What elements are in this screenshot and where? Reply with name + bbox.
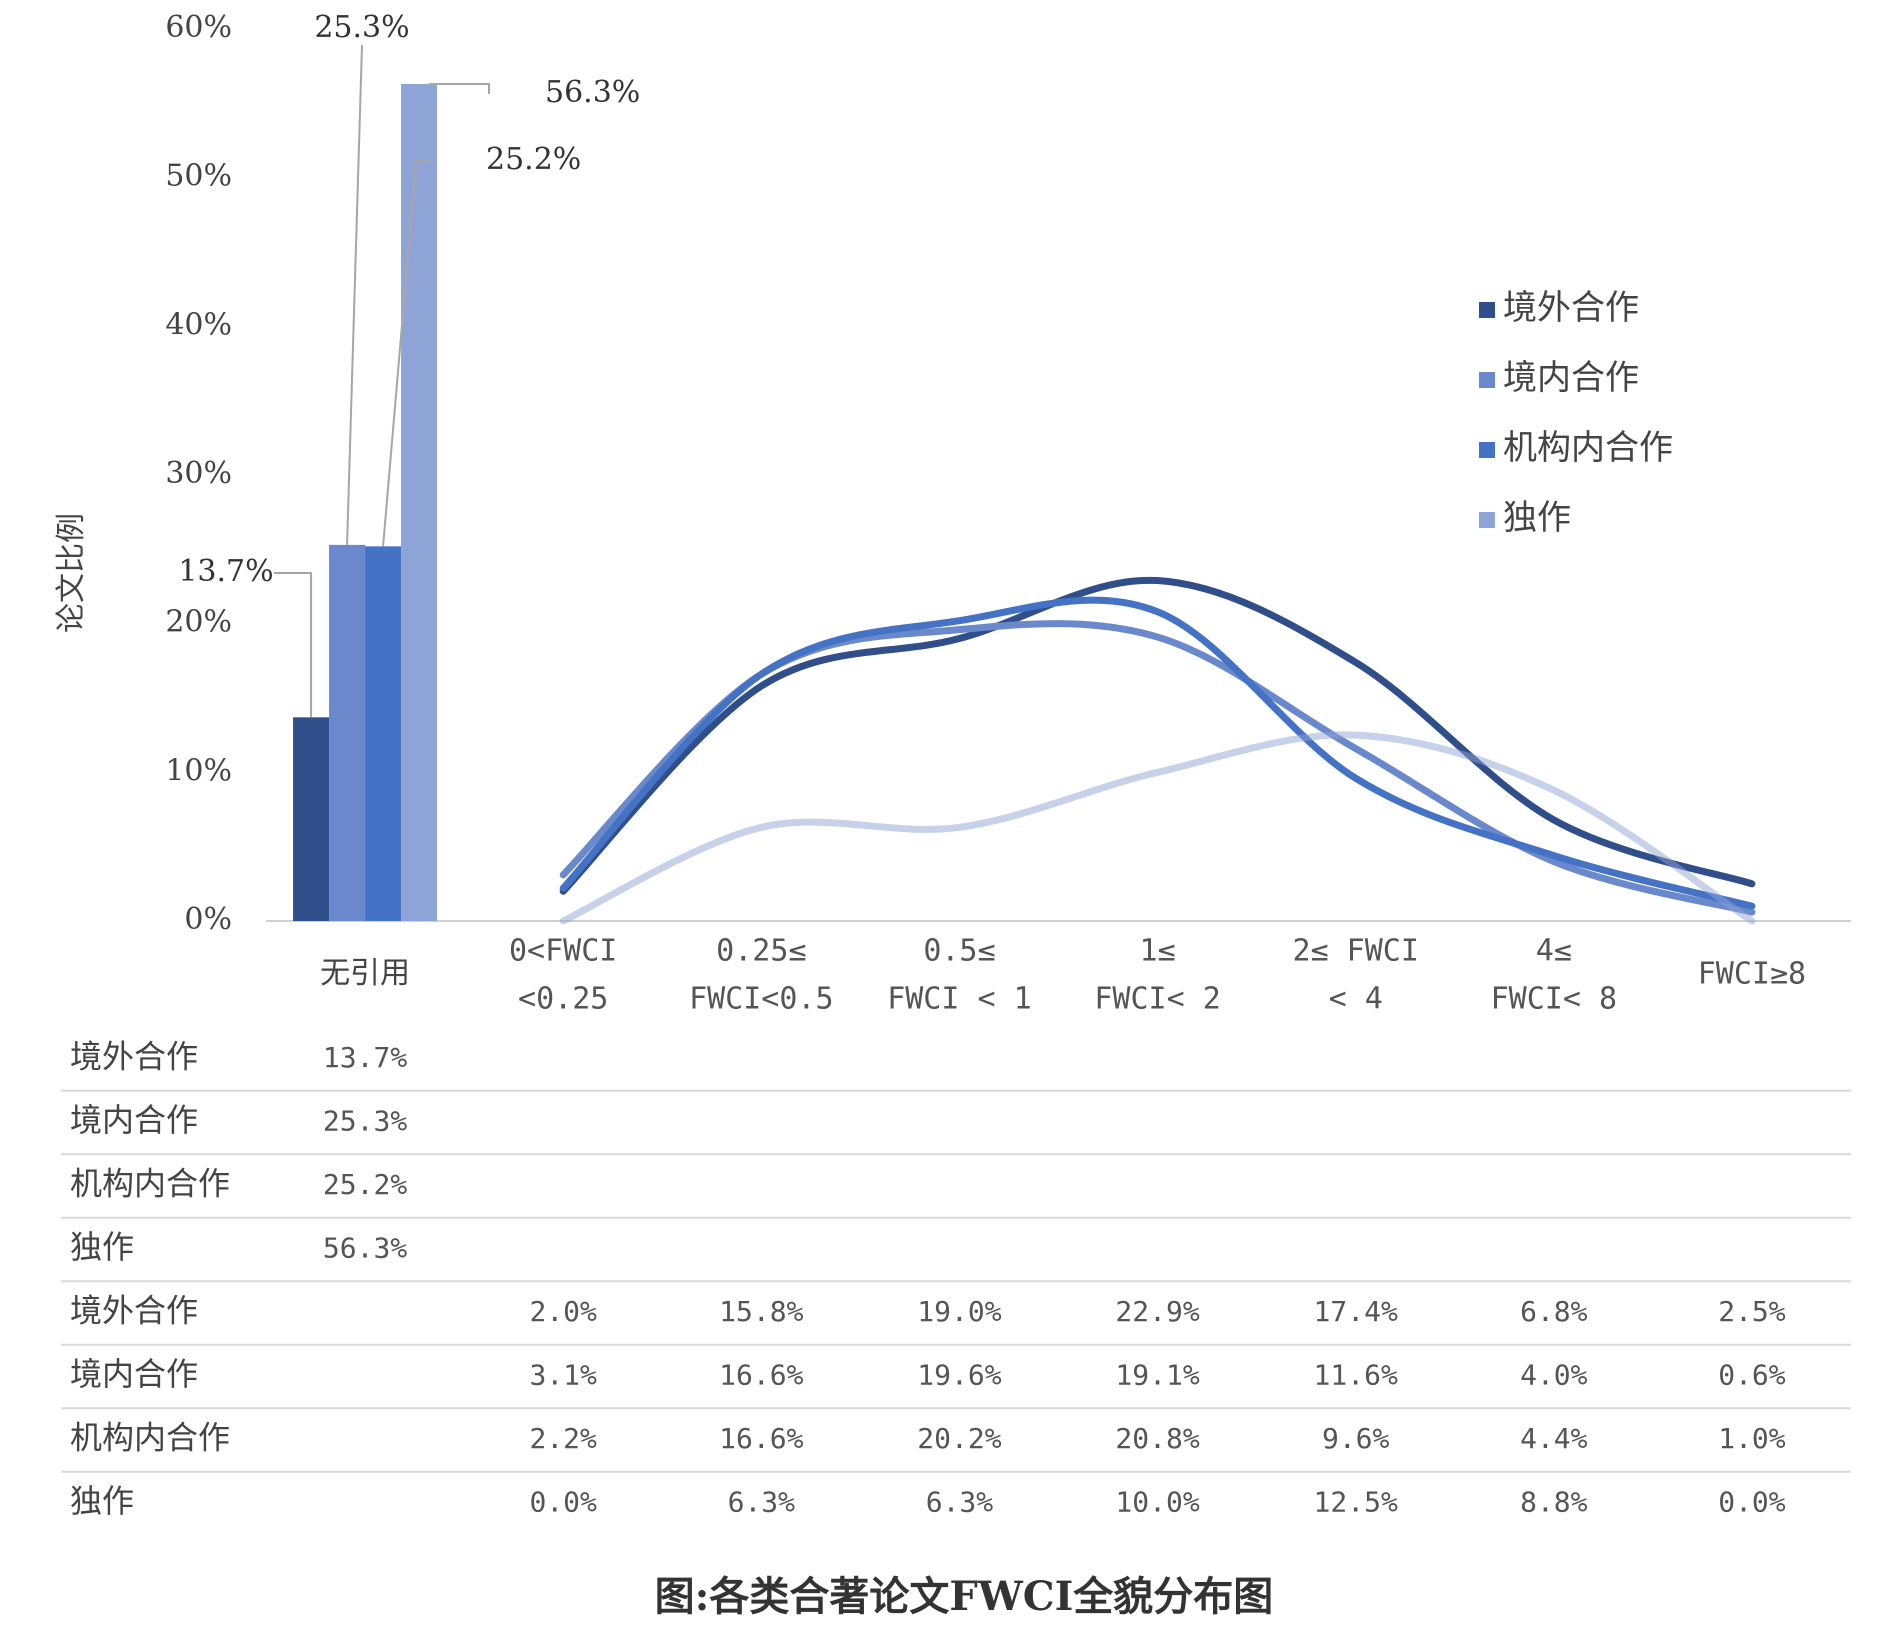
leader-line [382, 160, 434, 547]
x-tick-label: 0.25≤ [716, 934, 806, 969]
table-cell: 20.2% [917, 1422, 1001, 1455]
table-cell: 3.1% [529, 1359, 597, 1392]
table-cell: 19.1% [1115, 1359, 1199, 1392]
table-cell: 0.0% [529, 1486, 597, 1519]
table-row-label: 境内合作 [70, 1101, 198, 1139]
table-cell: 8.8% [1520, 1486, 1588, 1519]
leader-line [429, 83, 490, 94]
table-cell: 2.5% [1718, 1295, 1786, 1328]
table-cell: 13.7% [323, 1041, 407, 1074]
bar [401, 84, 438, 922]
line [559, 576, 1756, 895]
table-cell: 20.8% [1115, 1422, 1199, 1455]
legend-label: 独作 [1503, 498, 1571, 538]
legend-swatch [1479, 302, 1495, 318]
legend-label: 境外合作 [1503, 288, 1639, 328]
table-cell: 6.3% [728, 1486, 796, 1519]
y-tick-label: 50% [165, 159, 232, 194]
x-tick-label: 0<FWCI [509, 934, 617, 969]
x-tick-label: 2≤ FWCI [1292, 934, 1418, 969]
leader-line [346, 44, 363, 545]
table-cell: 15.8% [719, 1295, 803, 1328]
table-cell: 22.9% [1115, 1295, 1199, 1328]
legend-swatch [1479, 512, 1495, 528]
line [559, 731, 1756, 925]
x-tick-label: 1≤ [1140, 934, 1176, 969]
y-tick-label: 10% [165, 753, 232, 788]
table-cell: 4.0% [1520, 1359, 1588, 1392]
leader-line [274, 572, 313, 718]
table-cell: 10.0% [1115, 1486, 1199, 1519]
bar [293, 717, 330, 921]
legend-swatch [1479, 442, 1495, 458]
table-row-label: 独作 [70, 1482, 134, 1520]
x-tick-label: FWCI≥8 [1698, 957, 1806, 992]
table-cell: 1.0% [1718, 1422, 1786, 1455]
table-cell: 19.6% [917, 1359, 1001, 1392]
table-cell: 4.4% [1520, 1422, 1588, 1455]
table-row-label: 独作 [70, 1228, 134, 1266]
bar [329, 544, 366, 921]
x-tick-label: FWCI < 1 [887, 982, 1032, 1017]
table-cell: 11.6% [1314, 1359, 1398, 1392]
x-tick-label: 0.5≤ [923, 934, 995, 969]
table-cell: 16.6% [719, 1422, 803, 1455]
x-tick-label: FWCI<0.5 [689, 982, 834, 1017]
table-row-label: 境外合作 [70, 1038, 198, 1076]
table-cell: 12.5% [1314, 1486, 1398, 1519]
table-cell: 0.6% [1718, 1359, 1786, 1392]
legend-label: 境内合作 [1503, 358, 1639, 398]
data-label: 13.7% [178, 554, 273, 589]
x-tick-label: 无引用 [320, 956, 410, 991]
y-tick-label: 60% [165, 10, 232, 45]
y-tick-label: 20% [165, 605, 232, 640]
caption: 图:各类合著论文FWCI全貌分布图 [655, 1573, 1274, 1620]
legend-label: 机构内合作 [1503, 428, 1673, 468]
table-cell: 0.0% [1718, 1486, 1786, 1519]
table-cell: 25.3% [323, 1105, 407, 1138]
table-row-label: 机构内合作 [70, 1165, 230, 1203]
table-cell: 6.8% [1520, 1295, 1588, 1328]
x-tick-label: FWCI< 2 [1094, 982, 1220, 1017]
table-cell: 16.6% [719, 1359, 803, 1392]
bar [365, 546, 402, 921]
table-cell: 17.4% [1314, 1295, 1398, 1328]
y-axis-label: 论文比例 [54, 513, 89, 633]
y-tick-label: 0% [184, 902, 232, 937]
x-tick-label: < 4 [1329, 982, 1383, 1017]
table-cell: 25.2% [323, 1168, 407, 1201]
table-cell: 6.3% [926, 1486, 994, 1519]
x-tick-label: 4≤ [1536, 934, 1572, 969]
data-label: 25.2% [486, 142, 581, 177]
table-cell: 2.0% [529, 1295, 597, 1328]
table-cell: 2.2% [529, 1422, 597, 1455]
x-tick-label: FWCI< 8 [1491, 982, 1617, 1017]
table-cell: 19.0% [917, 1295, 1001, 1328]
data-label: 56.3% [545, 75, 640, 110]
line [559, 596, 1756, 910]
x-tick-label: <0.25 [518, 982, 608, 1017]
y-tick-label: 40% [165, 307, 232, 342]
table-row-label: 境内合作 [70, 1355, 198, 1393]
data-label: 25.3% [314, 10, 409, 45]
table-cell: 9.6% [1322, 1422, 1390, 1455]
table-row-label: 机构内合作 [70, 1419, 230, 1457]
legend-swatch [1479, 372, 1495, 388]
y-tick-label: 30% [165, 456, 232, 491]
table-row-label: 境外合作 [70, 1292, 198, 1330]
line [559, 620, 1756, 916]
table-cell: 56.3% [323, 1232, 407, 1265]
